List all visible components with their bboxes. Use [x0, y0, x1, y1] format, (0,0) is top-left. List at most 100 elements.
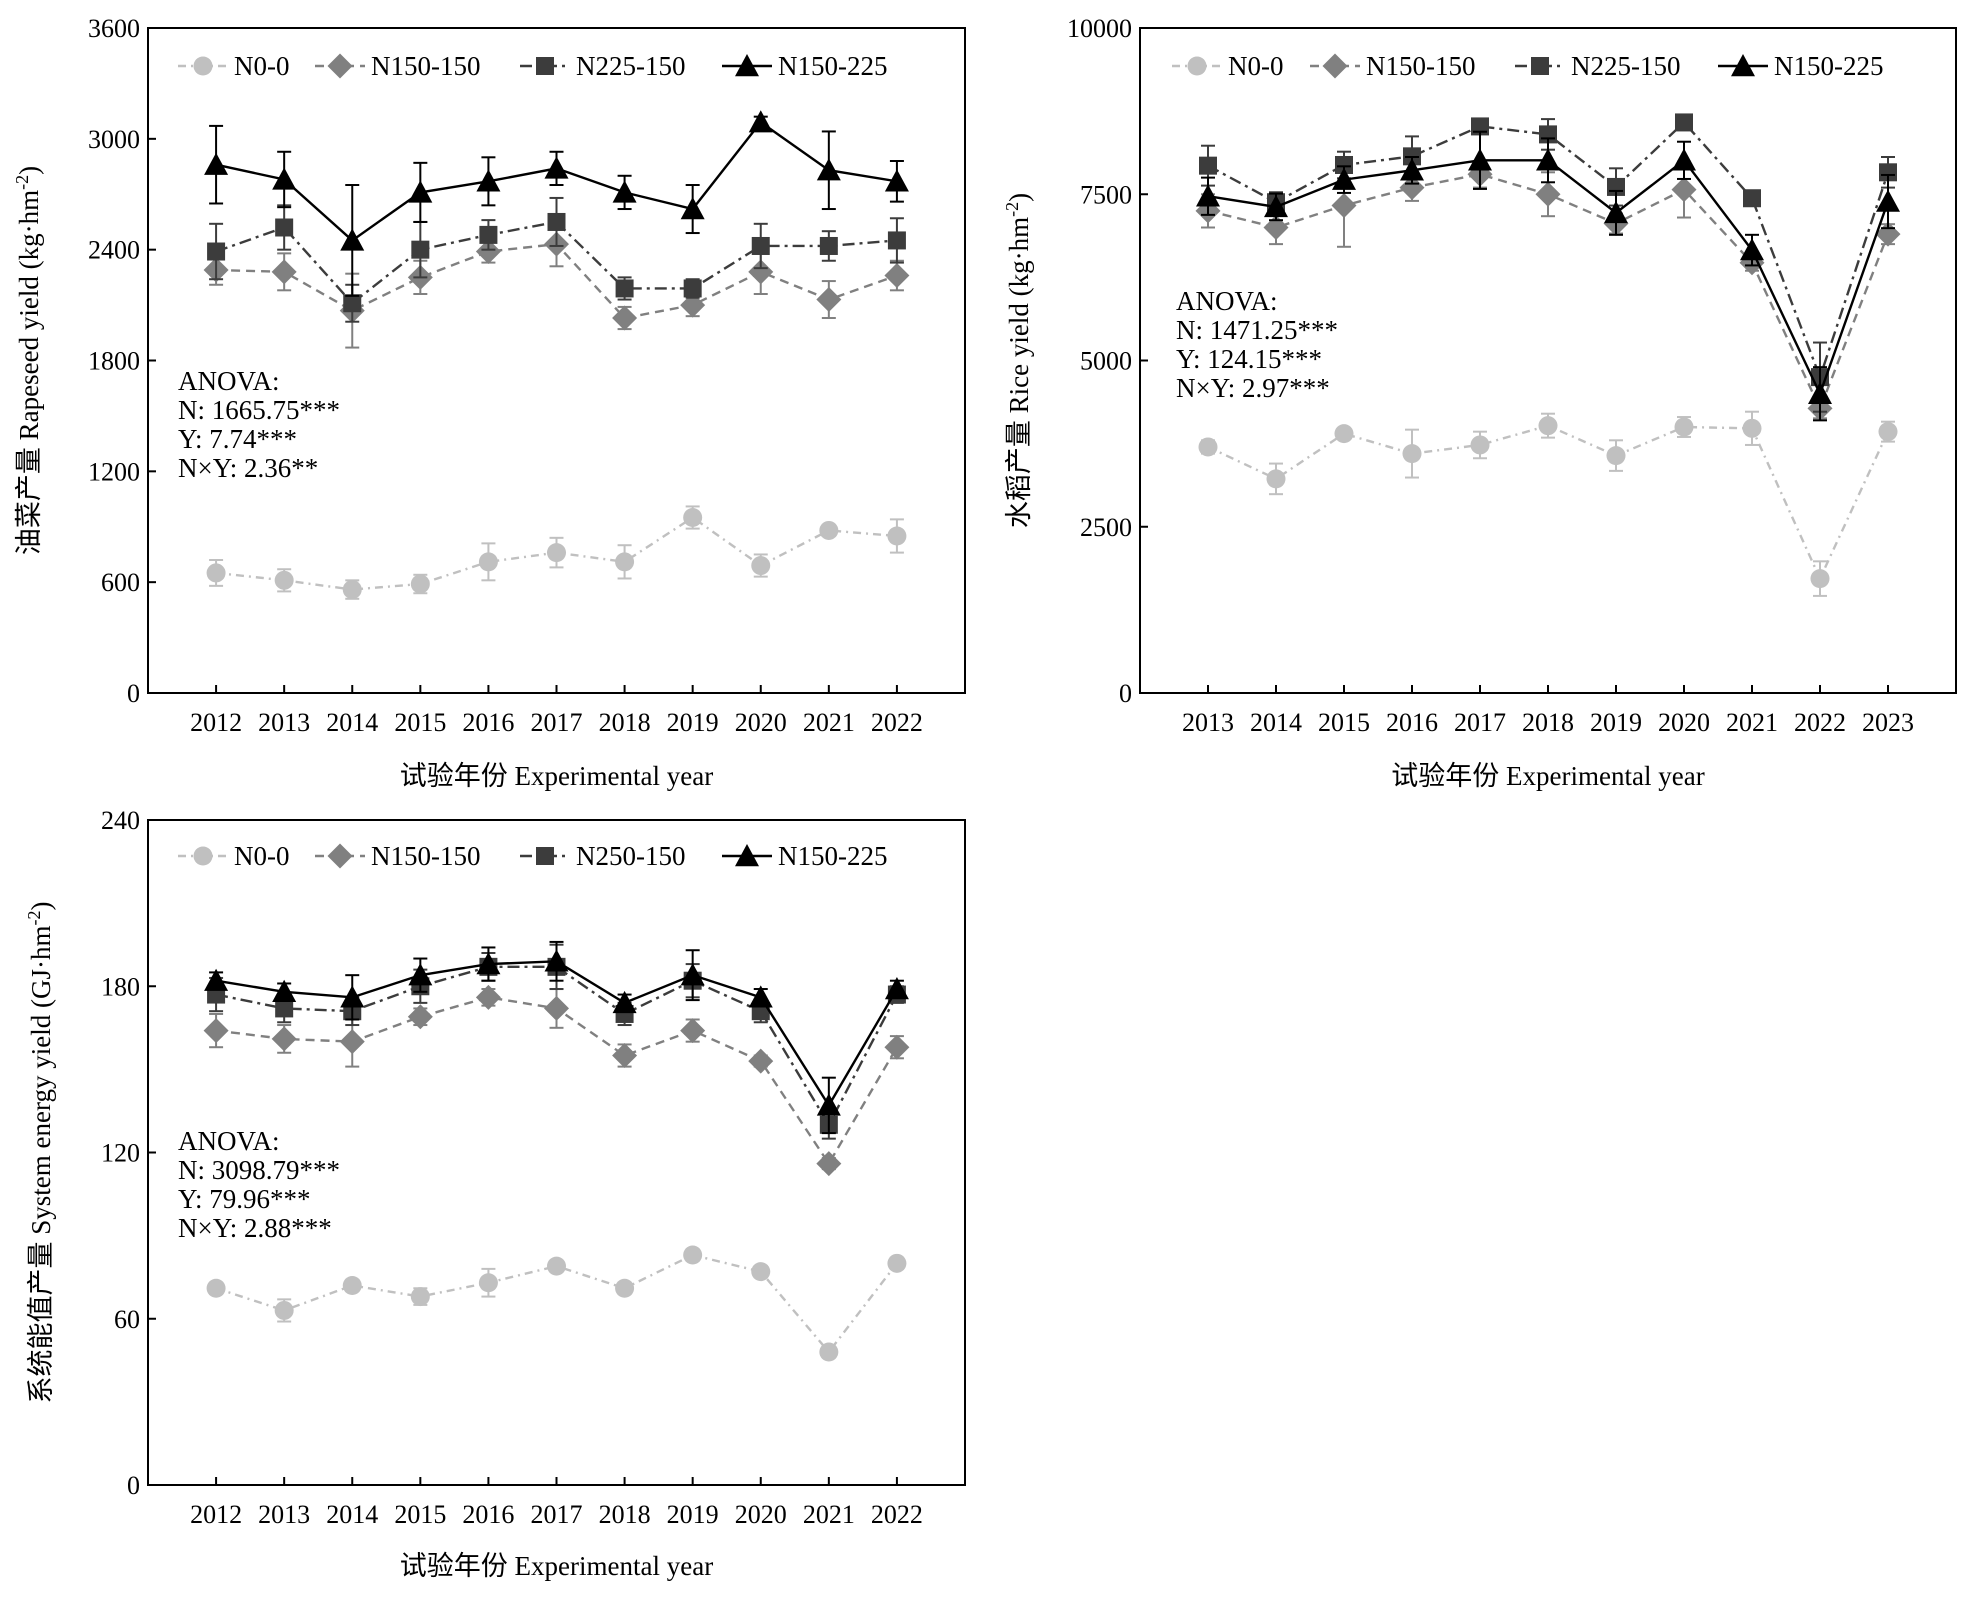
y-tick-label: 2400 — [88, 236, 140, 265]
data-point — [1334, 424, 1354, 444]
data-point — [816, 158, 841, 181]
plot-frame — [147, 27, 966, 694]
data-point — [1675, 113, 1693, 132]
data-point — [342, 580, 362, 600]
data-point — [680, 292, 706, 318]
legend-label: N225-150 — [1571, 51, 1681, 81]
data-point — [1535, 181, 1561, 207]
y-axis-title: 水稻产量 Rice yield (kg·hm-2) — [1002, 193, 1034, 528]
data-point — [1331, 193, 1357, 219]
data-point — [204, 152, 229, 175]
data-point — [884, 263, 910, 289]
x-tick-label: 2014 — [1250, 708, 1302, 737]
data-point — [204, 968, 229, 991]
anova-annotation: N: 1665.75*** — [178, 395, 340, 425]
x-tick-label: 2022 — [871, 1500, 923, 1529]
legend-marker — [1322, 53, 1348, 79]
legend-label: N150-150 — [1366, 51, 1476, 81]
anova-annotation: Y: 124.15*** — [1176, 344, 1322, 374]
x-axis-title: 试验年份 Experimental year — [400, 1551, 713, 1581]
x-axis-title: 试验年份 Experimental year — [1391, 761, 1704, 791]
legend-marker — [536, 847, 554, 865]
anova-annotation: N: 3098.79*** — [178, 1155, 340, 1185]
legend-label: N150-150 — [371, 841, 481, 871]
data-point — [1604, 200, 1628, 224]
y-tick-label: 2500 — [1080, 513, 1132, 542]
x-tick-label: 2021 — [803, 708, 855, 737]
x-tick-label: 2019 — [667, 1500, 719, 1529]
data-point — [272, 167, 297, 190]
data-point — [1468, 148, 1492, 171]
data-point — [1536, 148, 1560, 171]
data-point — [615, 279, 634, 298]
y-axis-title: 系统能值产量 System energy yield (GJ·hm-2) — [24, 902, 56, 1404]
data-point — [1402, 444, 1422, 464]
anova-annotation: N: 1471.25*** — [1176, 315, 1338, 345]
y-tick-label: 3000 — [88, 125, 140, 154]
legend-label: N0-0 — [1228, 51, 1284, 81]
data-point — [748, 110, 773, 133]
y-tick-label: 1800 — [88, 347, 140, 376]
data-point — [1671, 177, 1697, 203]
data-point — [751, 556, 771, 576]
x-tick-label: 2015 — [1318, 708, 1370, 737]
series-N0-0 — [206, 505, 907, 600]
data-point — [1470, 435, 1490, 455]
data-point — [544, 949, 569, 972]
legend-marker — [735, 54, 759, 77]
x-tick-label: 2012 — [190, 1500, 242, 1529]
series-N150-225 — [204, 940, 909, 1135]
x-tick-label: 2022 — [871, 708, 923, 737]
data-point — [1879, 163, 1897, 182]
data-point — [1740, 238, 1764, 261]
data-point — [1742, 418, 1762, 438]
data-point — [408, 180, 433, 203]
data-point — [680, 197, 705, 220]
legend-label: N0-0 — [234, 51, 290, 81]
y-tick-label: 0 — [127, 679, 140, 708]
x-tick-label: 2020 — [735, 708, 787, 737]
data-point — [479, 225, 498, 244]
x-tick-label: 2019 — [1590, 708, 1642, 737]
legend-label: N150-225 — [1774, 51, 1884, 81]
data-point — [547, 212, 566, 231]
legend-marker — [1731, 54, 1755, 77]
data-point — [1606, 446, 1626, 466]
y-tick-label: 180 — [101, 972, 140, 1001]
data-point — [475, 239, 501, 265]
data-point — [816, 1093, 841, 1116]
legend-label: N150-225 — [778, 51, 888, 81]
data-point — [410, 574, 430, 594]
data-point — [547, 543, 566, 563]
x-tick-label: 2017 — [531, 1500, 583, 1529]
data-point — [819, 1342, 839, 1362]
series-line — [215, 1253, 898, 1354]
data-point — [1266, 469, 1286, 489]
x-tick-label: 2013 — [1182, 708, 1234, 737]
anova-annotation: N×Y: 2.88*** — [178, 1213, 332, 1243]
data-point — [274, 570, 294, 590]
data-point — [887, 231, 906, 250]
x-tick-label: 2023 — [1862, 708, 1914, 737]
data-point — [615, 1278, 635, 1298]
x-tick-label: 2012 — [190, 708, 242, 737]
data-point — [751, 1262, 771, 1282]
data-point — [748, 259, 774, 285]
data-point — [819, 236, 838, 255]
data-point — [410, 1287, 430, 1307]
x-tick-label: 2014 — [326, 708, 378, 737]
data-point — [275, 218, 294, 237]
x-tick-label: 2016 — [1386, 708, 1438, 737]
data-point — [476, 169, 501, 192]
x-tick-label: 2019 — [667, 708, 719, 737]
legend-marker — [193, 56, 213, 76]
y-tick-label: 0 — [1119, 679, 1132, 708]
data-point — [272, 979, 297, 1002]
data-point — [544, 156, 569, 179]
x-tick-label: 2021 — [1726, 708, 1778, 737]
data-point — [748, 1048, 774, 1074]
series-N150-225 — [204, 110, 909, 297]
series-N150-150 — [203, 984, 910, 1177]
legend-marker — [1531, 57, 1549, 75]
